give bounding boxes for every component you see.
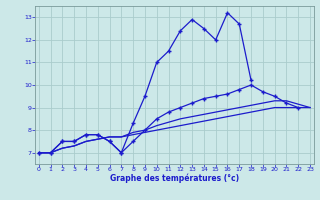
X-axis label: Graphe des températures (°c): Graphe des températures (°c) <box>110 174 239 183</box>
